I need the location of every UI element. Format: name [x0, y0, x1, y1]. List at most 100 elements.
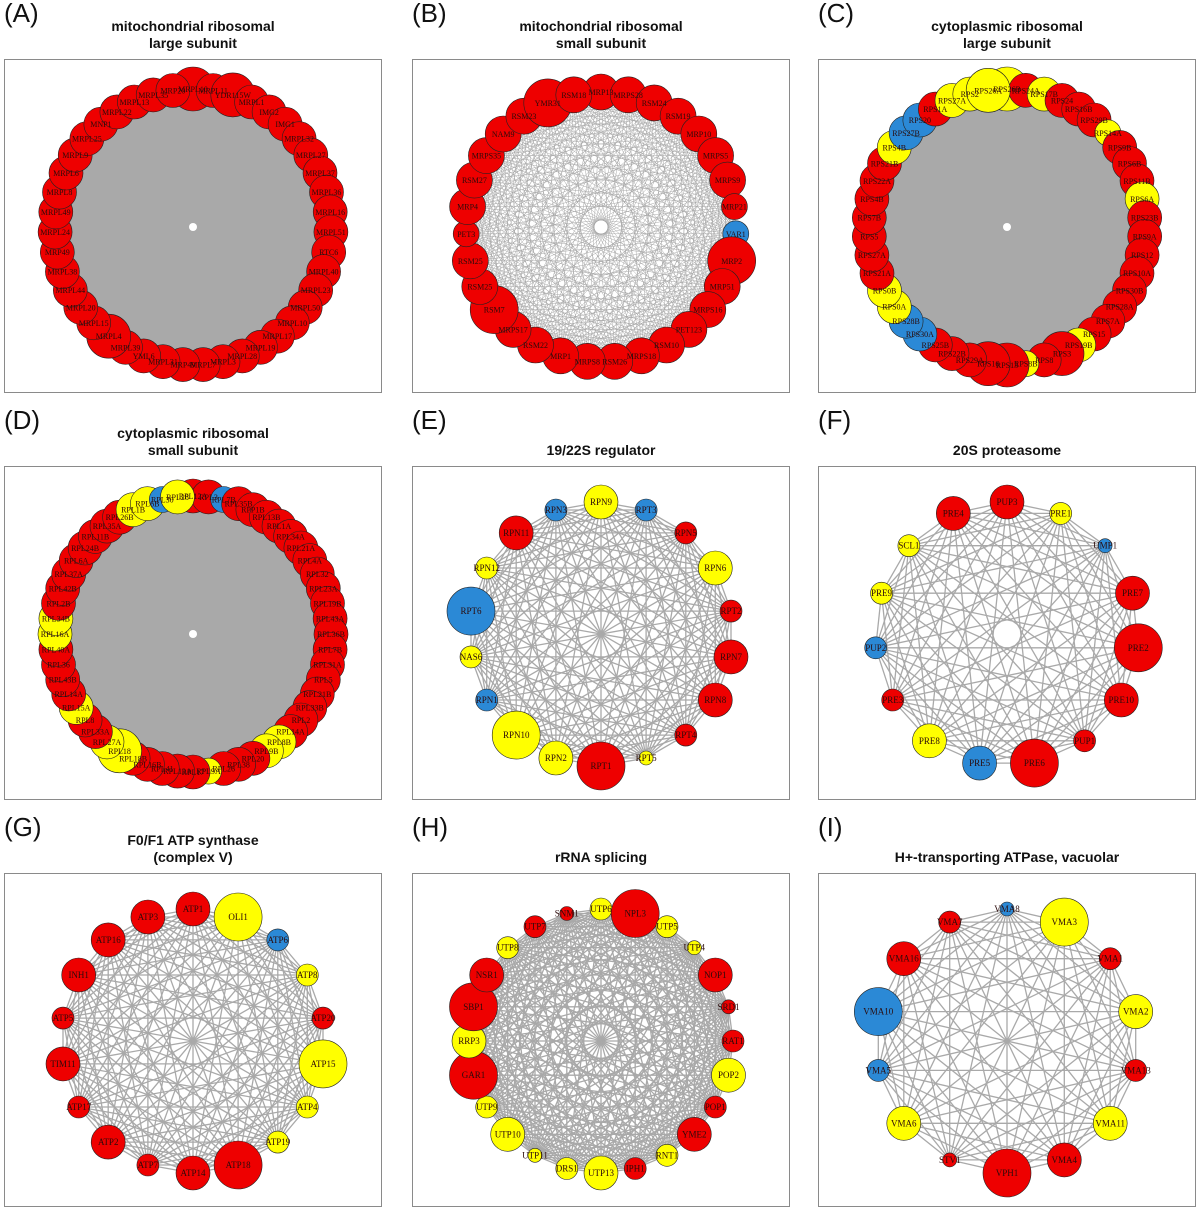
edge-line: [903, 921, 951, 1124]
node-label: MRPL24: [40, 228, 70, 237]
node-label: UTP4: [684, 943, 706, 953]
node-label: RSM10: [654, 341, 679, 350]
edge-line: [523, 115, 732, 262]
node-npl3: [610, 889, 660, 938]
edge-line: [486, 509, 557, 701]
node-label: MRP21: [722, 203, 747, 212]
node-label: MRPL16: [315, 208, 345, 217]
node-label: RPS14A: [1094, 129, 1122, 138]
edge-line: [486, 913, 568, 1108]
edge-line: [147, 916, 324, 1065]
node-label: RPL30: [151, 496, 174, 505]
edge-line: [523, 116, 588, 362]
edge-line: [493, 102, 549, 310]
node-label: PRE9: [871, 588, 893, 598]
node-label: RPS16: [977, 360, 999, 369]
edge-line: [474, 179, 588, 362]
edge-line: [486, 567, 557, 759]
edge-line: [953, 512, 1106, 547]
edge-line: [467, 206, 615, 362]
node-label: UTP7: [524, 922, 546, 932]
node-label: RPL1B: [121, 506, 145, 515]
node-pup2: [864, 636, 888, 660]
node-label: RPL33B: [296, 703, 324, 712]
node-label: MRPL28: [227, 352, 257, 361]
edge-line: [78, 1063, 324, 1108]
node-label: MRP2: [721, 257, 742, 266]
edge-line: [62, 974, 308, 1019]
node-label: RPS21A: [863, 269, 891, 278]
node-label: RPS6A: [1130, 195, 1154, 204]
edge-line: [566, 1106, 716, 1170]
node-vma16: [886, 941, 922, 976]
edge-group: [470, 501, 732, 767]
node-label: MRP13: [589, 88, 614, 97]
node-label: VAR1: [726, 230, 746, 239]
node-label: RPS12: [1131, 251, 1153, 260]
node-label: VMA13: [1121, 1065, 1152, 1075]
edge-line: [147, 916, 308, 976]
edge-group: [875, 501, 1139, 764]
node-label: IMG2: [259, 108, 279, 117]
node-label: POP2: [718, 1070, 739, 1080]
panel-d: (D) cytoplasmic ribosomal small subunit RPL…: [4, 405, 382, 806]
edge-line: [507, 947, 636, 1169]
edge-line: [928, 513, 954, 741]
edge-line: [108, 939, 308, 976]
node-oli1: [213, 892, 263, 942]
node-label: ATP14: [180, 1168, 206, 1178]
node-rpt6: [446, 586, 496, 636]
node-stv1: [942, 1152, 957, 1168]
edge-line: [486, 567, 517, 736]
edge-line: [875, 647, 930, 742]
node-label: MRPL6: [53, 169, 79, 178]
panel-letter: (I): [818, 812, 843, 842]
node-label: MRPL11: [198, 87, 228, 96]
edge-line: [470, 656, 647, 759]
node-label: ATP8: [297, 970, 318, 980]
node-label: RTC6: [319, 248, 338, 257]
edge-line: [875, 545, 1106, 649]
node-label: RPL42B: [49, 584, 77, 593]
node-label: RPS9A: [1133, 232, 1157, 241]
node-label: RPS1A: [923, 105, 947, 114]
node-label: ATP7: [138, 1160, 159, 1170]
node-atp5: [51, 1006, 75, 1030]
edge-line: [513, 309, 708, 330]
edge-line: [486, 912, 636, 976]
edge-line: [474, 179, 615, 362]
node-label: RPS4B: [883, 143, 907, 152]
panel-subtitle: (complex V): [153, 849, 233, 865]
node-label: RPL2B: [46, 599, 70, 608]
edge-line: [573, 94, 667, 346]
node-label: MRPL17: [262, 332, 292, 341]
edge-line: [486, 115, 679, 156]
node-label: RPL24B: [71, 544, 99, 553]
edge-line: [474, 179, 708, 310]
node-pop2: [711, 1057, 746, 1093]
node-label: RPS16B: [1065, 105, 1093, 114]
node-label: RPS22A: [863, 177, 891, 186]
node-label: MRPL39: [111, 343, 141, 352]
node-label: MRPL36: [312, 188, 342, 197]
edge-line: [486, 532, 686, 569]
edge-line: [547, 102, 708, 310]
edge-line: [147, 916, 308, 1108]
edge-line: [473, 908, 602, 1008]
edge-line: [547, 102, 732, 261]
network-graph: RPL12ARPL3RPL7BRPL35BRPP1BRPL13BRPL1ARPL…: [37, 478, 349, 790]
edge-line: [237, 974, 308, 1166]
edge-line: [903, 958, 1008, 1174]
edge-line: [534, 926, 716, 976]
edge-line: [507, 913, 568, 1135]
edge-line: [555, 509, 687, 736]
network-frame: RPS26B RPS24A RPS17B RPS24 RPS16B RPS29B RPS14…: [818, 59, 1196, 393]
edge-line: [555, 509, 716, 701]
edge-line: [600, 501, 687, 736]
edge-line: [78, 974, 279, 1143]
node-label: MRPS18: [627, 352, 656, 361]
edge-line: [903, 958, 1136, 1013]
node-label: RPL11B: [82, 532, 110, 541]
edge-line: [560, 94, 575, 356]
node-label: PET3: [457, 230, 475, 239]
